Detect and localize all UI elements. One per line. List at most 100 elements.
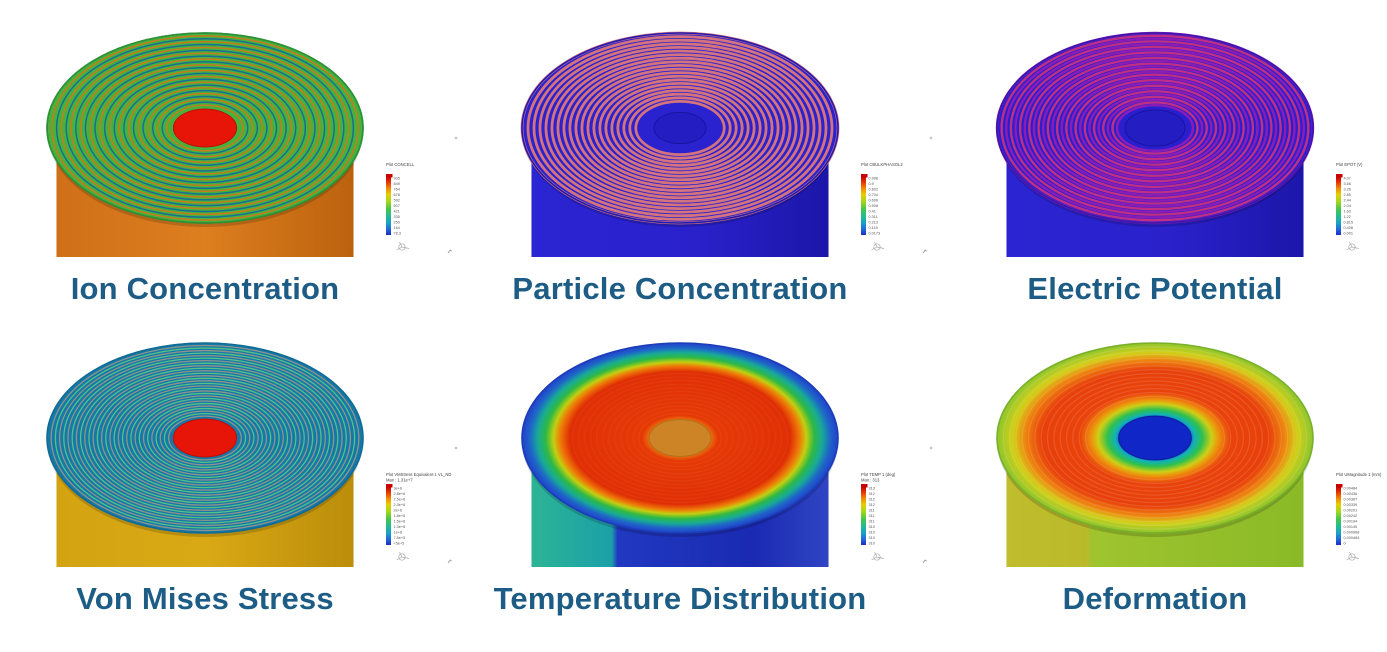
axis-triad-icon <box>871 551 885 561</box>
legend-tick-label: 3.26 <box>1344 188 1351 192</box>
legend-tick-label: 678 <box>394 193 400 197</box>
panel-deformation: Plot UMagnitude 1 (mm) 0.00484 0.00436 0.00… <box>980 318 1387 628</box>
legend-tick-label: 1.63 <box>1344 210 1351 214</box>
legend-tick-label: 764 <box>394 188 400 192</box>
legend-tick-label: 935 <box>394 177 400 181</box>
legend-tick-label: 311 <box>869 509 875 513</box>
core-ellipse <box>1124 109 1186 147</box>
axis-triad-icon <box>396 551 410 561</box>
legend-tick-label: 0.311 <box>869 215 878 219</box>
legend-tick-label: 0.213 <box>869 221 879 225</box>
legend-tick-label: 78.3 <box>394 232 401 236</box>
legend-tick-label: 0.00145 <box>1344 525 1358 529</box>
legend-tick-label: 1e+6 <box>394 531 403 535</box>
legend-max-marker <box>861 174 868 178</box>
panel-particle-concentration: Plot CBULKPHASOL2 0.998 0.9 0.802 0.704 0.606… <box>505 8 935 318</box>
legend-tick-label: 592 <box>394 199 400 203</box>
colorbar <box>1336 177 1341 235</box>
legend-tick-label: 335 <box>394 215 400 219</box>
viewport-edge-mark <box>929 136 933 140</box>
legend-tick-label: 421 <box>394 210 400 214</box>
core-ellipse <box>172 418 238 458</box>
legend-title: Max : 313 <box>861 478 880 483</box>
legend-tick-label: 1.5e+6 <box>394 520 406 524</box>
core-ellipse <box>653 111 707 145</box>
axis-triad-icon <box>1346 241 1360 251</box>
core-ellipse <box>1118 415 1192 461</box>
legend-title: Plot EPOT (V) <box>1336 162 1363 167</box>
axis-triad-icon <box>396 241 410 251</box>
legend-max-marker <box>386 484 393 488</box>
legend-tick-label: 7.5e+5 <box>394 536 406 540</box>
caption-von-mises-stress: Von Mises Stress <box>76 581 334 616</box>
legend-tick-label: 0.408 <box>1344 226 1354 230</box>
viewport-corner-mark <box>922 249 927 254</box>
legend-tick-label: 311 <box>869 514 875 518</box>
colorbar <box>386 487 391 545</box>
legend-tick-label: 2.8e+6 <box>394 492 406 496</box>
axis-triad-icon <box>1346 551 1360 561</box>
legend-tick-label: 0.508 <box>869 204 879 208</box>
electric-potential-visualization: Plot EPOT (V) 4.07 3.66 3.26 2.85 2.44 2.04 1.6… <box>980 8 1387 260</box>
legend-max-marker <box>1336 484 1343 488</box>
deformation-visualization: Plot UMagnitude 1 (mm) 0.00484 0.00436 0.00… <box>980 318 1387 570</box>
legend-tick-label: 0.41 <box>869 210 876 214</box>
ion-concentration-visualization: Plot CONCELL 935 849 764 678 592 507 421 335 250 1… <box>30 8 460 260</box>
legend-tick-label: 0.802 <box>869 188 879 192</box>
legend-tick-label: 0.00387 <box>1344 498 1358 502</box>
viewport-edge-mark <box>929 446 933 450</box>
legend-tick-label: 1.3e+6 <box>394 525 406 529</box>
legend-tick-label: 312 <box>869 498 875 502</box>
colorbar <box>861 177 866 235</box>
color-legend: Plot EPOT (V) 4.073.66 3.262.85 2.442.04 1.6… <box>1336 162 1363 251</box>
legend-tick-label: 0.00436 <box>1344 492 1358 496</box>
legend-tick-label: 507 <box>394 204 400 208</box>
legend-tick-label: 2.3e+6 <box>394 503 406 507</box>
viewport-edge-mark <box>454 446 458 450</box>
legend-tick-label: 0.115 <box>869 226 878 230</box>
legend-tick-label: 0.9 <box>869 182 874 186</box>
legend-tick-label: 0 <box>1344 542 1346 546</box>
legend-tick-label: 4.07 <box>1344 177 1351 181</box>
core-ellipse <box>648 418 712 458</box>
caption-temperature-distribution: Temperature Distribution <box>493 581 867 616</box>
legend-tick-label: 2.04 <box>1344 204 1351 208</box>
legend-tick-label: 312 <box>869 503 875 507</box>
panel-electric-potential: Plot EPOT (V) 4.07 3.66 3.26 2.85 2.44 2.04 1.6… <box>980 8 1387 318</box>
von-mises-stress-visualization: Plot VMStress Equivalent 1 VL_ND Max : 1.… <box>30 318 460 570</box>
core-ellipse <box>172 108 238 148</box>
legend-tick-label: 0.704 <box>869 193 879 197</box>
legend-tick-label: <5e+5 <box>394 542 405 546</box>
caption-electric-potential: Electric Potential <box>1027 271 1283 306</box>
legend-title: Plot TEMP 1 (deg) <box>861 472 896 477</box>
legend-tick-label: 1.8e+6 <box>394 514 406 518</box>
particle-concentration-visualization: Plot CBULKPHASOL2 0.998 0.9 0.802 0.704 0.606… <box>505 8 935 260</box>
temperature-distribution-figure: Plot TEMP 1 (deg)Max : 31331331231231231… <box>521 342 933 567</box>
legend-title: Plot VMStress Equivalent 1 VL_ND <box>386 472 451 477</box>
legend-title: Max : 1.31e+7 <box>386 478 413 483</box>
legend-tick-label: 1.22 <box>1344 215 1351 219</box>
legend-tick-label: 310 <box>869 542 875 546</box>
colorbar <box>861 487 866 545</box>
legend-tick-label: 312 <box>869 492 875 496</box>
legend-tick-label: 0.00291 <box>1344 509 1358 513</box>
electric-potential-figure: Plot EPOT (V) 4.073.66 3.262.85 2.442.04 1.6… <box>995 31 1363 257</box>
legend-title: Plot CONCELL <box>386 162 415 167</box>
legend-tick-label: 3.66 <box>1344 182 1351 186</box>
legend-tick-label: 0.00339 <box>1344 503 1358 507</box>
legend-max-marker <box>386 174 393 178</box>
legend-tick-label: 0.0173 <box>869 232 881 236</box>
colorbar <box>1336 487 1341 545</box>
legend-tick-label: 0.815 <box>1344 221 1354 225</box>
legend-tick-label: 310 <box>869 536 875 540</box>
viewport-corner-mark <box>447 559 452 564</box>
viewport-corner-mark <box>447 249 452 254</box>
legend-tick-label: 311 <box>869 520 875 524</box>
